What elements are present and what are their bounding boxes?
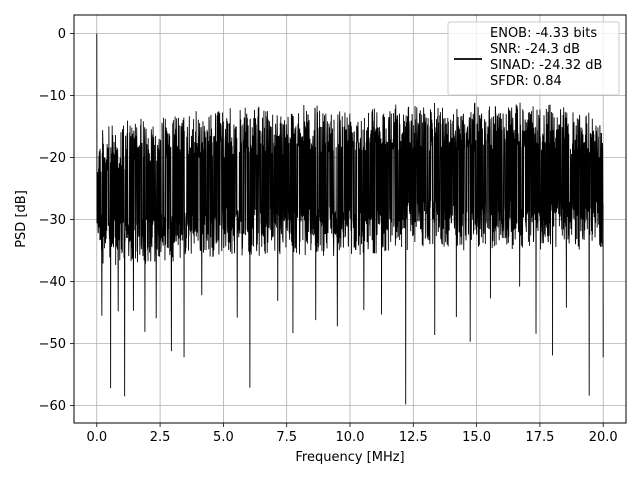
psd-trace: [96, 33, 604, 405]
x-axis-ticks: 0.0 2.5 5.0 7.5 10.0 12.5 15.0 17.5 20.0: [86, 423, 618, 445]
x-axis-label: Frequency [MHz]: [295, 450, 404, 465]
y-tick-label: −10: [39, 89, 66, 104]
x-tick-label: 5.0: [213, 430, 234, 445]
y-tick-label: −40: [39, 275, 66, 290]
legend-box: [447, 21, 620, 96]
y-tick-label: −50: [39, 337, 66, 352]
psd-series: [96, 33, 604, 405]
x-tick-label: 17.5: [525, 430, 554, 445]
legend-entry-sfdr: SFDR: 0.84: [490, 74, 562, 89]
legend-entry-enob: ENOB: -4.33 bits: [490, 26, 597, 41]
y-axis-label: PSD [dB]: [14, 190, 29, 248]
x-tick-label: 20.0: [589, 430, 618, 445]
x-tick-label: 15.0: [462, 430, 491, 445]
y-tick-label: −60: [39, 399, 66, 414]
x-tick-label: 2.5: [150, 430, 171, 445]
x-tick-label: 10.0: [336, 430, 365, 445]
x-tick-label: 0.0: [86, 430, 107, 445]
y-tick-label: 0: [58, 27, 66, 42]
legend-entry-sinad: SINAD: -24.32 dB: [490, 58, 602, 73]
y-tick-label: −20: [39, 151, 66, 166]
x-tick-label: 7.5: [276, 430, 297, 445]
y-tick-label: −30: [39, 213, 66, 228]
y-axis-ticks: 0 −10 −20 −30 −40 −50 −60: [39, 27, 74, 414]
legend-entry-snr: SNR: -24.3 dB: [490, 42, 580, 57]
legend: ENOB: -4.33 bits SNR: -24.3 dB SINAD: -2…: [447, 21, 620, 96]
x-tick-label: 12.5: [399, 430, 428, 445]
